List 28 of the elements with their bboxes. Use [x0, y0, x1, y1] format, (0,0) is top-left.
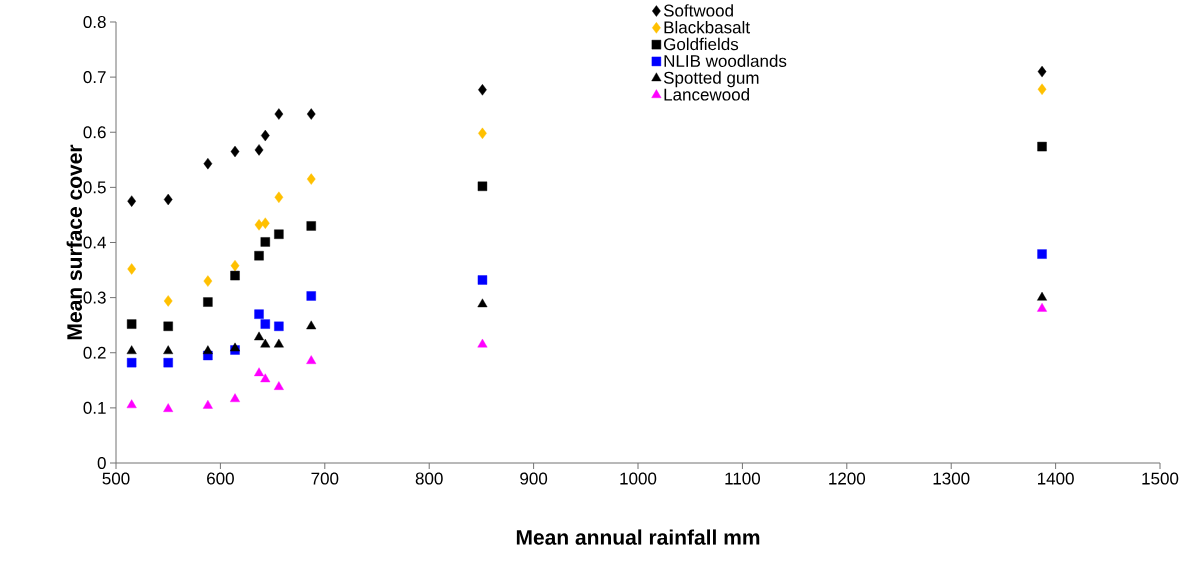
x-tick-label: 1500	[1142, 472, 1179, 485]
y-tick-label: 0.6	[83, 126, 106, 139]
x-tick-label: 600	[207, 472, 234, 485]
x-tick-label: 1000	[620, 472, 657, 485]
legend-label: Lancewood	[664, 88, 749, 101]
x-tick-label: 800	[415, 472, 443, 485]
x-axis-title: Mean annual rainfall mm	[516, 529, 760, 545]
x-tick-label: 900	[520, 472, 548, 485]
legend-label: Softwood	[663, 4, 733, 17]
legend-label: NLIB woodlands	[664, 54, 787, 68]
legend-label: Spotted gum	[663, 71, 759, 88]
x-tick-label: 1100	[725, 472, 761, 485]
y-tick-label: 0.7	[83, 71, 106, 84]
x-tick-label: 500	[102, 472, 130, 485]
y-tick-label: 0.1	[83, 401, 106, 414]
x-tick-label: 1400	[1038, 472, 1074, 485]
x-tick-label: 700	[311, 472, 339, 485]
x-tick-label: 1200	[829, 472, 866, 485]
y-tick-label: 0.3	[83, 291, 106, 304]
y-tick-label: 0.2	[83, 346, 106, 359]
legend-label: Blackbasalt	[664, 20, 750, 34]
legend-label: Goldfields	[664, 37, 739, 51]
y-axis-title: Mean surface cover	[66, 144, 83, 340]
x-tick-label: 1300	[933, 472, 970, 485]
y-tick-label: 0	[97, 456, 106, 470]
y-tick-label: 0.4	[83, 236, 106, 249]
y-tick-label: 0.8	[83, 15, 106, 29]
y-tick-label: 0.5	[83, 181, 106, 194]
